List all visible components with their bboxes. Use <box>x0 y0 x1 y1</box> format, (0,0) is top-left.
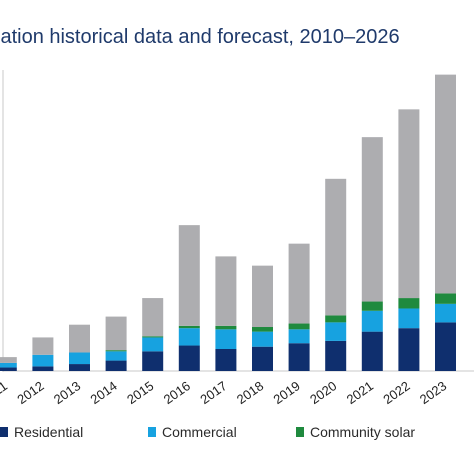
bar-forecast-2012 <box>32 337 54 355</box>
legend-swatch-commercial <box>148 427 156 437</box>
bar-community-solar-2022 <box>398 298 420 309</box>
bar-residential-2012 <box>32 366 54 371</box>
bar-residential-2020 <box>325 340 347 371</box>
bar-forecast-2023 <box>435 74 456 294</box>
x-tick-2015: 2015 <box>124 378 156 407</box>
x-tick-2012: 2012 <box>14 378 46 407</box>
bar-residential-2017 <box>215 349 237 371</box>
bar-forecast-2021 <box>361 137 383 302</box>
bar-commercial-2018 <box>252 331 273 347</box>
bar-forecast-2019 <box>288 243 310 324</box>
bar-commercial-2019 <box>288 329 310 344</box>
bar-forecast-2016 <box>178 225 200 326</box>
bar-community-solar-2018 <box>252 327 273 332</box>
bar-community-solar-2023 <box>435 293 456 304</box>
bar-residential-2016 <box>178 345 200 371</box>
x-tick-labels: 2011 2012 2013 2014 2015 2016 2017 2018 2019 2020… <box>0 378 449 407</box>
bar-residential-2013 <box>69 364 90 371</box>
bar-forecast-2014 <box>105 316 127 351</box>
bar-residential-2015 <box>142 351 164 371</box>
bars-group <box>0 74 456 371</box>
bar-commercial-2017 <box>215 329 237 350</box>
bar-commercial-2015 <box>142 337 164 352</box>
x-tick-2020: 2020 <box>307 378 339 407</box>
legend-label-community-solar: Community solar <box>310 424 416 440</box>
x-tick-2016: 2016 <box>161 378 193 407</box>
bar-residential-2023 <box>435 322 456 371</box>
bar-forecast-2020 <box>325 178 347 316</box>
bar-residential-2021 <box>361 331 383 371</box>
x-tick-2013: 2013 <box>51 378 83 407</box>
bar-commercial-2012 <box>32 354 54 367</box>
bar-forecast-2013 <box>69 324 90 353</box>
legend-label-residential: Residential <box>14 424 84 440</box>
x-tick-2022: 2022 <box>380 378 412 407</box>
bar-community-solar-2014 <box>105 350 127 352</box>
x-tick-2017: 2017 <box>197 378 229 407</box>
bar-residential-2019 <box>288 343 310 371</box>
bar-commercial-2021 <box>361 310 383 332</box>
bar-commercial-2020 <box>325 322 347 341</box>
bar-community-solar-2016 <box>178 325 200 329</box>
bar-residential-2014 <box>105 360 127 371</box>
x-tick-2019: 2019 <box>271 378 303 407</box>
bar-commercial-2022 <box>398 308 420 329</box>
legend-swatch-residential <box>0 427 8 437</box>
bar-forecast-2015 <box>142 298 164 337</box>
legend-label-commercial: Commercial <box>162 424 237 440</box>
bar-community-solar-2020 <box>325 315 347 323</box>
bar-community-solar-2015 <box>142 336 164 338</box>
legend-swatch-community-solar <box>296 427 304 437</box>
x-tick-2018: 2018 <box>234 378 266 407</box>
bar-forecast-2011 <box>0 357 17 363</box>
bar-community-solar-2017 <box>215 325 237 330</box>
bar-residential-2011 <box>0 367 17 371</box>
bar-commercial-2023 <box>435 303 456 323</box>
chart-title: lation historical data and forecast, 201… <box>0 26 400 48</box>
bar-commercial-2013 <box>69 352 90 365</box>
bar-forecast-2022 <box>398 109 420 299</box>
bar-forecast-2018 <box>252 265 273 328</box>
bar-residential-2018 <box>252 346 273 371</box>
x-tick-2021: 2021 <box>344 378 376 407</box>
bar-forecast-2017 <box>215 256 237 326</box>
legend-item-residential: Residential <box>0 424 83 440</box>
bar-commercial-2011 <box>0 362 17 368</box>
bar-residential-2022 <box>398 328 420 371</box>
bar-community-solar-2021 <box>361 301 383 311</box>
x-tick-2011: 2011 <box>0 378 10 406</box>
bar-commercial-2016 <box>178 328 200 346</box>
x-tick-2014: 2014 <box>88 378 120 407</box>
legend-item-commercial: Commercial <box>148 424 237 440</box>
bar-community-solar-2019 <box>288 323 310 330</box>
bar-commercial-2014 <box>105 351 127 361</box>
legend-item-community-solar: Community solar <box>296 424 415 440</box>
x-tick-2023: 2023 <box>417 378 449 407</box>
